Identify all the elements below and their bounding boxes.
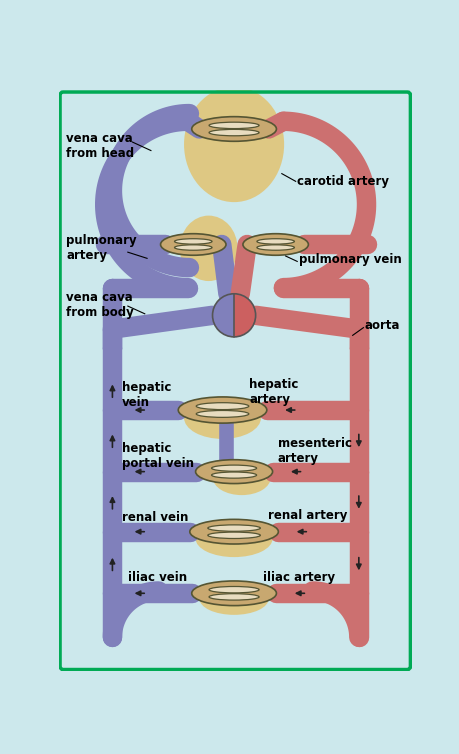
Ellipse shape <box>184 397 261 439</box>
Text: hepatic
portal vein: hepatic portal vein <box>122 443 194 470</box>
Ellipse shape <box>199 583 269 615</box>
Ellipse shape <box>174 239 212 244</box>
Ellipse shape <box>196 403 249 409</box>
Text: hepatic
vein: hepatic vein <box>122 381 171 409</box>
Text: mesenteric
artery: mesenteric artery <box>278 437 352 464</box>
Text: vena cava
from head: vena cava from head <box>66 132 134 160</box>
Text: pulmonary
artery: pulmonary artery <box>66 234 137 262</box>
Text: hepatic
artery: hepatic artery <box>250 379 299 406</box>
Wedge shape <box>234 294 256 337</box>
Ellipse shape <box>209 130 259 136</box>
Ellipse shape <box>178 397 267 423</box>
Ellipse shape <box>257 245 294 250</box>
Ellipse shape <box>161 234 226 256</box>
Ellipse shape <box>243 234 308 256</box>
Ellipse shape <box>208 525 260 532</box>
Ellipse shape <box>196 520 273 557</box>
Ellipse shape <box>180 216 238 281</box>
Ellipse shape <box>212 472 257 478</box>
Ellipse shape <box>196 410 249 418</box>
Text: renal artery: renal artery <box>268 509 347 522</box>
Ellipse shape <box>209 593 259 600</box>
Ellipse shape <box>208 532 260 538</box>
Ellipse shape <box>192 581 276 605</box>
Text: iliac vein: iliac vein <box>128 572 187 584</box>
Ellipse shape <box>190 520 278 544</box>
Ellipse shape <box>209 587 259 593</box>
Text: carotid artery: carotid artery <box>297 175 389 188</box>
Text: vena cava
from body: vena cava from body <box>66 290 134 318</box>
Ellipse shape <box>257 239 294 244</box>
Ellipse shape <box>212 465 257 471</box>
Ellipse shape <box>213 461 271 495</box>
Ellipse shape <box>196 460 273 483</box>
Ellipse shape <box>192 117 276 141</box>
Ellipse shape <box>209 122 259 129</box>
Text: pulmonary vein: pulmonary vein <box>299 253 402 266</box>
Wedge shape <box>213 294 234 337</box>
Ellipse shape <box>174 245 212 250</box>
Text: renal vein: renal vein <box>122 511 188 524</box>
Text: iliac artery: iliac artery <box>263 572 335 584</box>
Text: aorta: aorta <box>365 319 401 332</box>
Ellipse shape <box>184 87 284 202</box>
